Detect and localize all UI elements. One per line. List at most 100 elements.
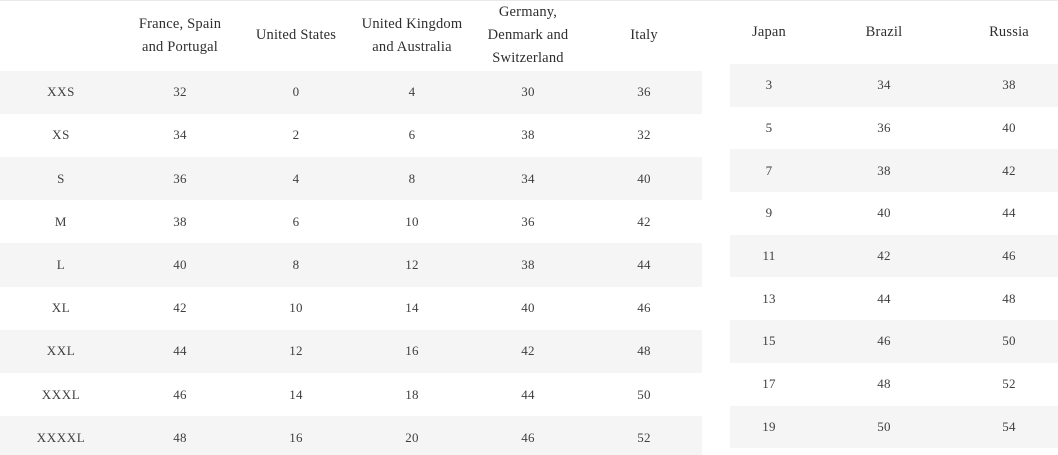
table-cell: 42 xyxy=(808,234,960,278)
table-cell: 36 xyxy=(586,70,702,114)
table-cell: 10 xyxy=(405,213,419,229)
table-row: 5 36 40 xyxy=(730,107,1058,150)
table-cell: 44 xyxy=(877,290,891,306)
column-header: United States xyxy=(255,27,337,44)
table-cell: 8 xyxy=(354,157,470,201)
table-row: XXXL 46 14 18 44 50 xyxy=(0,373,702,416)
left-size-table: France, Spain and Portugal United States U… xyxy=(0,1,702,455)
table-cell: 42 xyxy=(173,300,187,316)
size-label-cell: XS xyxy=(52,127,70,143)
right-size-table: Japan Brazil Russia 3 34 38 5 36 40 7 38 42 9 40 44 11 4… xyxy=(730,1,1058,449)
table-cell: 38 xyxy=(808,149,960,193)
table-cell: 4 xyxy=(238,157,354,201)
size-label-cell: XXXXL xyxy=(0,416,122,455)
table-cell: 7 xyxy=(730,149,808,193)
table-cell: 40 xyxy=(586,157,702,201)
column-header: Italy xyxy=(630,27,658,44)
table-row: M 38 6 10 36 42 xyxy=(0,200,702,243)
table-cell: 46 xyxy=(637,300,651,316)
table-row: XL 42 10 14 40 46 xyxy=(0,287,702,330)
table-cell: 44 xyxy=(521,386,535,402)
table-cell: 52 xyxy=(586,416,702,455)
table-cell: 38 xyxy=(470,243,586,287)
table-row: XS 34 2 6 38 32 xyxy=(0,114,702,157)
table-row: XXS 32 0 4 30 36 xyxy=(0,70,702,114)
table-cell: 12 xyxy=(354,243,470,287)
table-cell: 42 xyxy=(637,213,651,229)
table-cell: 11 xyxy=(730,234,808,278)
table-row: 13 44 48 xyxy=(730,277,1058,320)
size-label-cell: M xyxy=(54,213,68,229)
table-cell: 46 xyxy=(173,386,187,402)
table-cell: 44 xyxy=(122,329,238,374)
table-cell: 42 xyxy=(470,329,586,374)
table-cell: 44 xyxy=(586,243,702,287)
table-cell: 40 xyxy=(122,243,238,287)
column-header: France, Spain and Portugal xyxy=(138,15,222,55)
table-cell: 48 xyxy=(586,329,702,374)
column-header xyxy=(0,1,122,71)
table-cell: 38 xyxy=(960,64,1058,107)
column-header: Germany, Denmark and Switzerland xyxy=(487,4,569,67)
table-cell: 46 xyxy=(960,234,1058,278)
table-cell: 36 xyxy=(521,213,535,229)
table-cell: 40 xyxy=(877,205,891,221)
table-cell: 36 xyxy=(877,120,891,136)
table-cell: 48 xyxy=(1002,290,1016,306)
header-row: France, Spain and Portugal United States U… xyxy=(0,1,702,71)
table-cell: 38 xyxy=(521,127,535,143)
size-label-cell: S xyxy=(0,157,122,201)
table-row: 17 48 52 xyxy=(730,363,1058,406)
table-row: XXL 44 12 16 42 48 xyxy=(0,329,702,374)
table-cell: 50 xyxy=(960,320,1058,363)
table-cell: 13 xyxy=(762,290,776,306)
table-cell: 2 xyxy=(292,127,300,143)
table-cell: 6 xyxy=(408,127,416,143)
table-cell: 0 xyxy=(238,70,354,114)
table-cell: 34 xyxy=(470,157,586,201)
table-cell: 19 xyxy=(730,405,808,449)
table-row: 15 46 50 xyxy=(730,320,1058,363)
table-row: 11 42 46 xyxy=(730,234,1058,278)
table-cell: 30 xyxy=(470,70,586,114)
table-row: 7 38 42 xyxy=(730,149,1058,193)
column-header: Russia xyxy=(989,23,1029,40)
table-cell: 14 xyxy=(289,386,303,402)
size-label-cell: XXXL xyxy=(41,386,81,402)
table-cell: 54 xyxy=(960,405,1058,449)
table-cell: 18 xyxy=(405,386,419,402)
table-cell: 34 xyxy=(173,127,187,143)
table-cell: 40 xyxy=(1002,120,1016,136)
table-row: XXXXL 48 16 20 46 52 xyxy=(0,416,702,455)
table-cell: 46 xyxy=(808,320,960,363)
size-label-cell: L xyxy=(0,243,122,287)
table-cell: 10 xyxy=(289,300,303,316)
table-cell: 16 xyxy=(354,329,470,374)
table-cell: 36 xyxy=(122,157,238,201)
table-cell: 6 xyxy=(292,213,300,229)
table-row: S 36 4 8 34 40 xyxy=(0,157,702,201)
header-row: Japan Brazil Russia xyxy=(730,1,1058,64)
table-cell: 8 xyxy=(238,243,354,287)
table-cell: 16 xyxy=(238,416,354,455)
size-label-cell: XXL xyxy=(0,329,122,374)
table-cell: 52 xyxy=(1002,376,1016,392)
table-cell: 40 xyxy=(521,300,535,316)
column-header: Brazil xyxy=(865,23,903,40)
table-row: 3 34 38 xyxy=(730,64,1058,107)
table-cell: 32 xyxy=(122,70,238,114)
table-cell: 14 xyxy=(405,300,419,316)
table-row: L 40 8 12 38 44 xyxy=(0,243,702,287)
table-cell: 44 xyxy=(1002,205,1016,221)
table-cell: 48 xyxy=(122,416,238,455)
table-cell: 15 xyxy=(730,320,808,363)
table-cell: 5 xyxy=(765,120,773,136)
table-cell: 4 xyxy=(354,70,470,114)
table-cell: 46 xyxy=(470,416,586,455)
table-cell: 50 xyxy=(637,386,651,402)
table-cell: 3 xyxy=(730,64,808,107)
table-cell: 20 xyxy=(354,416,470,455)
table-cell: 34 xyxy=(808,64,960,107)
table-cell: 32 xyxy=(637,127,651,143)
